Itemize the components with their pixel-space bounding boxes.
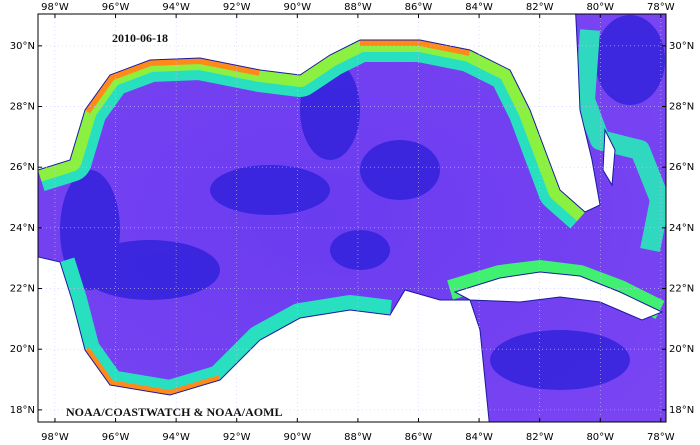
lat-label-left: 26°N [10,162,35,173]
lon-label-bottom: 78°W [647,432,675,443]
lon-label-top: 86°W [405,2,433,13]
lat-label-left: 30°N [10,41,35,52]
lat-label-right: 30°N [669,41,694,52]
lat-label-right: 26°N [669,162,694,173]
lat-label-right: 18°N [669,405,694,416]
lat-label-left: 20°N [10,344,35,355]
lat-label-right: 24°N [669,223,694,234]
lon-label-bottom: 88°W [344,432,372,443]
land [38,14,664,422]
lon-label-bottom: 80°W [586,432,614,443]
map-image [38,14,666,422]
lon-label-top: 82°W [526,2,554,13]
lon-label-top: 96°W [102,2,130,13]
lat-label-left: 22°N [10,284,35,295]
lon-label-top: 88°W [344,2,372,13]
lat-label-right: 20°N [669,344,694,355]
credit: NOAA/COASTWATCH & NOAA/AOML [66,405,282,419]
lon-label-bottom: 86°W [405,432,433,443]
lat-label-right: 22°N [669,284,694,295]
lon-label-bottom: 90°W [284,432,312,443]
lon-label-top: 98°W [41,2,69,13]
lat-label-left: 24°N [10,223,35,234]
lon-label-top: 80°W [586,2,614,13]
lon-label-bottom: 82°W [526,432,554,443]
lon-label-top: 92°W [223,2,251,13]
lon-label-bottom: 84°W [465,432,493,443]
map-frame [37,13,667,423]
date-stamp: 2010-06-18 [112,31,168,45]
lon-label-top: 78°W [647,2,675,13]
lon-label-top: 90°W [284,2,312,13]
lat-label-right: 28°N [669,102,694,113]
lon-label-top: 84°W [465,2,493,13]
lon-label-top: 94°W [162,2,190,13]
lon-label-bottom: 96°W [102,432,130,443]
lon-label-bottom: 94°W [162,432,190,443]
lat-label-left: 28°N [10,102,35,113]
lat-label-left: 18°N [10,405,35,416]
lon-label-bottom: 98°W [41,432,69,443]
lon-label-bottom: 92°W [223,432,251,443]
